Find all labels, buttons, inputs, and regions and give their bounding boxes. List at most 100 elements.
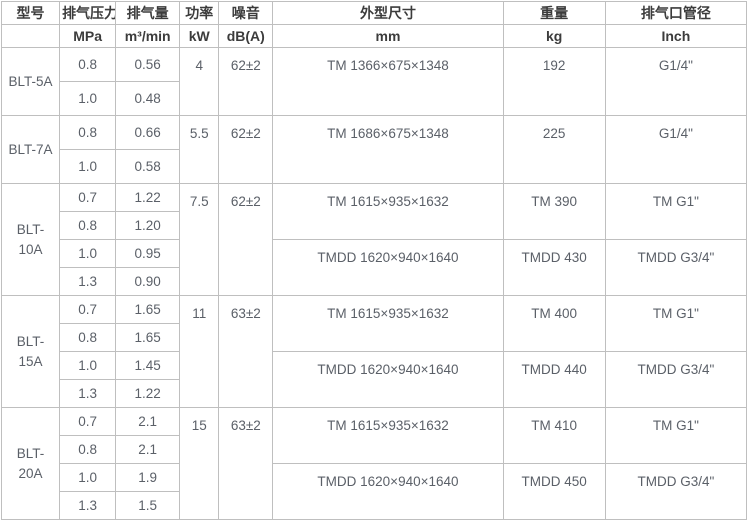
flow-cell: 0.90 (115, 267, 181, 296)
power-cell: 5.5 (179, 115, 220, 184)
port-diameter-cell: TM G1" (604, 407, 748, 464)
dimensions-cell: TM 1615×935×1632 (272, 183, 504, 240)
unit-header-dimensions: mm (272, 24, 504, 48)
unit-header-model (0, 24, 61, 48)
weight-cell: TM 390 (502, 183, 606, 240)
table-row: BLT- 20A 0.7 2.1 15 63±2 TM 1615×935×1632 TM 41… (0, 407, 748, 520)
power-cell: 7.5 (179, 183, 220, 296)
pressure-cell: 1.3 (59, 267, 117, 296)
model-label-line1: BLT- (16, 221, 45, 237)
pressure-cell: 0.8 (59, 115, 117, 150)
pressure-cell: 0.7 (59, 295, 117, 324)
model-label-line1: BLT-7A (8, 141, 53, 157)
noise-cell: 62±2 (218, 47, 274, 116)
pressure-cell: 0.7 (59, 183, 117, 212)
noise-cell: 63±2 (218, 295, 274, 408)
table-row: BLT- 15A 0.7 1.65 11 63±2 TM 1615×935×1632 TM 4… (0, 295, 748, 408)
power-cell: 15 (179, 407, 220, 520)
pressure-cell: 0.8 (59, 211, 117, 240)
model-label-line2: 10A (18, 241, 43, 257)
flow-cell: 0.48 (115, 81, 181, 116)
table-row: 0.8 2.1 (2, 435, 747, 464)
flow-cell: 2.1 (115, 435, 181, 464)
weight-cell: TMDD 440 (502, 351, 606, 408)
table-row: BLT-5A 0.8 0.56 4 62±2 TM 1366×675×1348 192 G1/… (0, 47, 748, 116)
pressure-cell: 0.7 (59, 407, 117, 436)
dimensions-cell: TM 1686×675×1348 (272, 115, 504, 184)
model-cell: BLT- 10A (0, 183, 61, 296)
weight-cell: 225 (502, 115, 606, 184)
col-header-pressure: 排气压力 (59, 1, 117, 25)
pressure-cell: 1.3 (59, 379, 117, 408)
unit-header-flow: m³/min (115, 24, 181, 48)
flow-cell: 1.45 (115, 351, 181, 380)
pressure-cell: 1.0 (59, 239, 117, 268)
model-cell: BLT-7A (0, 115, 61, 184)
dimensions-cell: TM 1615×935×1632 (272, 407, 504, 464)
header-row-titles: 型号 排气压力 排气量 功率 噪音 外型尺寸 重量 排气口管径 (0, 1, 748, 25)
col-header-weight: 重量 (502, 1, 606, 25)
flow-cell: 0.66 (115, 115, 181, 150)
table-row: 1.0 0.58 (2, 149, 747, 184)
port-diameter-cell: G1/4" (604, 115, 748, 184)
dimensions-cell: TMDD 1620×940×1640 (272, 463, 504, 520)
port-diameter-cell: TMDD G3/4" (604, 239, 748, 296)
pressure-cell: 0.8 (59, 47, 117, 82)
noise-cell: 63±2 (218, 407, 274, 520)
table-row: 1.0 0.48 (2, 81, 747, 116)
weight-cell: TMDD 450 (502, 463, 606, 520)
port-diameter-cell: TMDD G3/4" (604, 351, 748, 408)
flow-cell: 1.5 (115, 491, 181, 520)
flow-cell: 1.65 (115, 323, 181, 352)
flow-cell: 2.1 (115, 407, 181, 436)
dimensions-cell: TMDD 1620×940×1640 (272, 351, 504, 408)
flow-cell: 0.56 (115, 47, 181, 82)
flow-cell: 1.9 (115, 463, 181, 492)
table-body: BLT-5A 0.8 0.56 4 62±2 TM 1366×675×1348 192 G1/… (0, 47, 748, 520)
table-row: 0.8 1.65 (2, 323, 747, 352)
flow-cell: 0.58 (115, 149, 181, 184)
noise-cell: 62±2 (218, 183, 274, 296)
pressure-cell: 1.0 (59, 351, 117, 380)
flow-cell: 1.65 (115, 295, 181, 324)
dimensions-cell: TMDD 1620×940×1640 (272, 239, 504, 296)
unit-header-pressure: MPa (59, 24, 117, 48)
port-diameter-cell: TM G1" (604, 183, 748, 240)
weight-cell: TMDD 430 (502, 239, 606, 296)
unit-header-port-diameter: Inch (604, 24, 748, 48)
weight-cell: 192 (502, 47, 606, 116)
model-cell: BLT- 20A (0, 407, 61, 520)
table-row: 1.0 1.45 TMDD 1620×940×1640 TMDD 440 TMDD G3… (2, 351, 748, 408)
table-row: BLT-7A 0.8 0.66 5.5 62±2 TM 1686×675×1348 225 G… (0, 115, 748, 184)
col-header-power: 功率 (179, 1, 220, 25)
flow-cell: 0.95 (115, 239, 181, 268)
model-label-line1: BLT-5A (8, 73, 53, 89)
table-row: 1.3 0.90 (2, 267, 747, 296)
weight-cell: TM 400 (502, 295, 606, 352)
table-row: 1.0 0.95 TMDD 1620×940×1640 TMDD 430 TMDD G3… (2, 239, 748, 296)
pressure-cell: 1.3 (59, 491, 117, 520)
flow-cell: 1.22 (115, 379, 181, 408)
model-cell: BLT- 15A (0, 295, 61, 408)
table-row: 1.3 1.22 (2, 379, 747, 408)
pressure-cell: 1.0 (59, 149, 117, 184)
col-header-dimensions: 外型尺寸 (272, 1, 504, 25)
header-row-units: MPa m³/min kW dB(A) mm kg Inch (0, 24, 748, 48)
table-row: 0.8 1.20 (2, 211, 747, 240)
power-cell: 11 (179, 295, 220, 408)
model-cell: BLT-5A (0, 47, 61, 116)
model-label-line2: 20A (18, 465, 43, 481)
port-diameter-cell: TMDD G3/4" (604, 463, 748, 520)
model-label-line2: 15A (18, 353, 43, 369)
col-header-model: 型号 (0, 1, 61, 25)
flow-cell: 1.20 (115, 211, 181, 240)
model-label-line1: BLT- (16, 333, 45, 349)
pressure-cell: 1.0 (59, 463, 117, 492)
weight-cell: TM 410 (502, 407, 606, 464)
table-row: 1.0 1.9 TMDD 1620×940×1640 TMDD 450 TMDD G3/… (2, 463, 748, 520)
col-header-port-diameter: 排气口管径 (604, 1, 748, 25)
unit-header-noise: dB(A) (218, 24, 274, 48)
pressure-cell: 1.0 (59, 81, 117, 116)
col-header-noise: 噪音 (218, 1, 274, 25)
